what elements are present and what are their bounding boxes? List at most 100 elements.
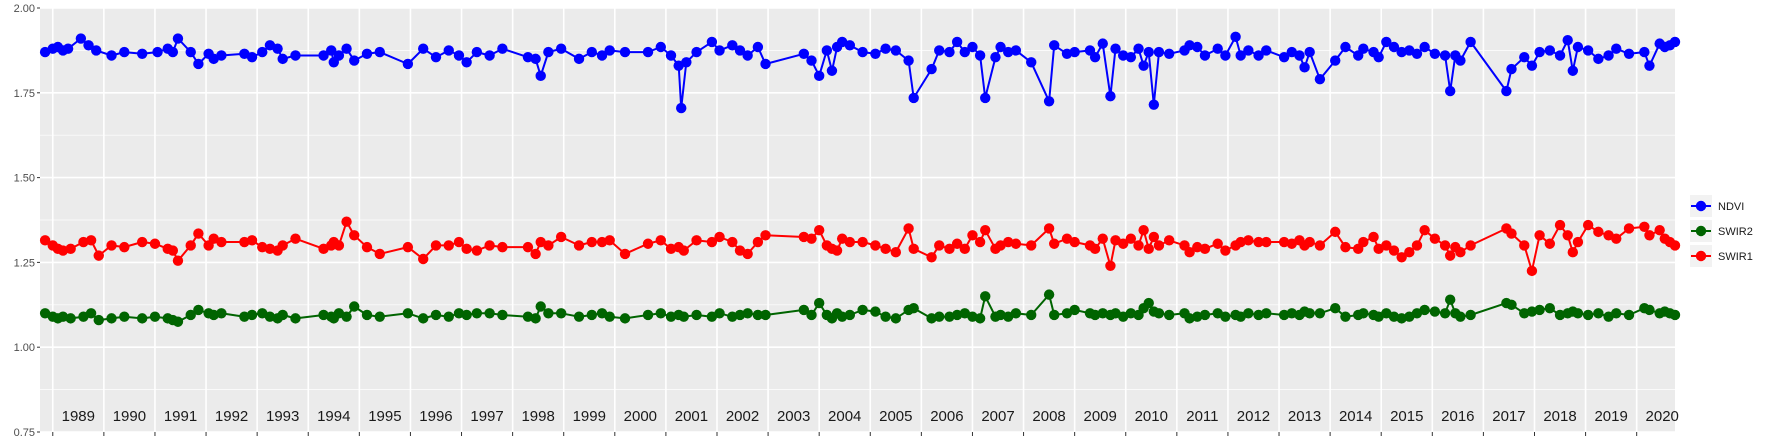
data-point <box>1358 308 1369 319</box>
data-point <box>967 230 978 241</box>
data-point <box>1572 41 1584 53</box>
data-point <box>484 240 495 251</box>
data-point <box>1199 243 1211 255</box>
year-label: 2004 <box>828 408 861 425</box>
data-point <box>813 224 825 236</box>
data-point <box>1429 306 1441 317</box>
data-point <box>826 65 838 76</box>
data-point <box>1243 45 1254 56</box>
data-point <box>418 253 429 265</box>
data-point <box>714 308 725 319</box>
data-point <box>1220 50 1231 61</box>
data-point <box>402 58 414 70</box>
data-point <box>1243 235 1254 246</box>
data-point <box>453 236 465 248</box>
year-label: 1995 <box>368 408 401 425</box>
data-point <box>272 43 283 54</box>
legend: NDVI SWIR2 SWIR1 <box>1690 195 1753 267</box>
data-point <box>172 33 184 44</box>
data-point <box>1049 40 1060 51</box>
year-label: 2009 <box>1084 408 1117 425</box>
data-point <box>106 50 117 61</box>
series-swir1 <box>39 216 1681 277</box>
data-point <box>798 48 810 59</box>
data-point <box>691 46 702 58</box>
year-label: 2020 <box>1646 408 1679 425</box>
data-point <box>341 216 352 227</box>
data-point <box>1330 302 1341 314</box>
data-point <box>290 50 301 61</box>
data-point <box>361 241 373 253</box>
y-tick-label: 1.00 <box>14 342 35 354</box>
data-point <box>934 311 945 322</box>
data-point <box>1278 51 1290 63</box>
year-label: 1996 <box>419 408 452 425</box>
year-label: 1989 <box>62 408 95 425</box>
data-point <box>1593 308 1604 319</box>
data-point <box>1133 43 1144 54</box>
data-point <box>1314 74 1326 85</box>
data-point <box>967 41 978 53</box>
year-label: 2010 <box>1135 408 1168 425</box>
data-point <box>277 53 288 65</box>
data-point <box>714 231 725 243</box>
data-point <box>655 235 666 246</box>
data-point <box>543 240 554 251</box>
legend-label-swir1: SWIR1 <box>1718 251 1753 263</box>
year-label: 1992 <box>215 408 248 425</box>
data-point <box>1455 55 1466 66</box>
data-point <box>1184 247 1195 258</box>
data-point <box>1294 50 1305 61</box>
data-point <box>349 301 360 312</box>
data-point <box>844 309 856 321</box>
data-point <box>374 311 385 322</box>
data-point <box>374 46 385 58</box>
data-point <box>1567 247 1579 258</box>
year-label: 2006 <box>930 408 963 425</box>
y-tick-label: 2.00 <box>14 3 35 15</box>
data-point <box>535 301 546 312</box>
data-point <box>586 236 598 248</box>
data-point <box>75 33 87 44</box>
data-point <box>678 245 689 256</box>
data-point <box>813 70 825 82</box>
year-label: 1997 <box>470 408 503 425</box>
data-point <box>642 46 654 58</box>
data-point <box>85 235 97 246</box>
data-point <box>443 240 454 251</box>
data-point <box>106 313 117 324</box>
data-point <box>870 48 881 59</box>
data-point <box>844 236 856 248</box>
data-point <box>995 41 1006 53</box>
data-point <box>857 236 868 248</box>
data-point <box>1388 245 1400 256</box>
data-point <box>806 55 817 66</box>
y-tick-label: 1.25 <box>14 257 35 269</box>
data-point <box>1455 311 1466 322</box>
series-ndvi <box>39 31 1681 114</box>
data-point <box>1304 236 1315 248</box>
data-point <box>1506 299 1517 310</box>
data-point <box>742 248 753 260</box>
data-point <box>1429 233 1441 244</box>
data-point <box>596 50 608 61</box>
data-point <box>706 236 718 248</box>
data-point <box>216 50 227 61</box>
data-point <box>1220 245 1231 256</box>
data-point <box>890 313 902 324</box>
data-point <box>1465 36 1476 48</box>
data-point <box>1314 308 1326 319</box>
data-point <box>1153 46 1165 58</box>
data-point <box>1534 230 1545 241</box>
data-point <box>39 235 51 246</box>
data-point <box>1143 297 1154 309</box>
data-point <box>760 230 771 241</box>
data-point <box>1330 55 1341 66</box>
data-point <box>136 48 148 59</box>
data-point <box>1526 265 1538 277</box>
year-label: 2002 <box>726 408 759 425</box>
data-point <box>691 309 702 321</box>
data-point <box>760 58 771 70</box>
data-point <box>119 311 130 322</box>
data-point <box>106 240 117 251</box>
